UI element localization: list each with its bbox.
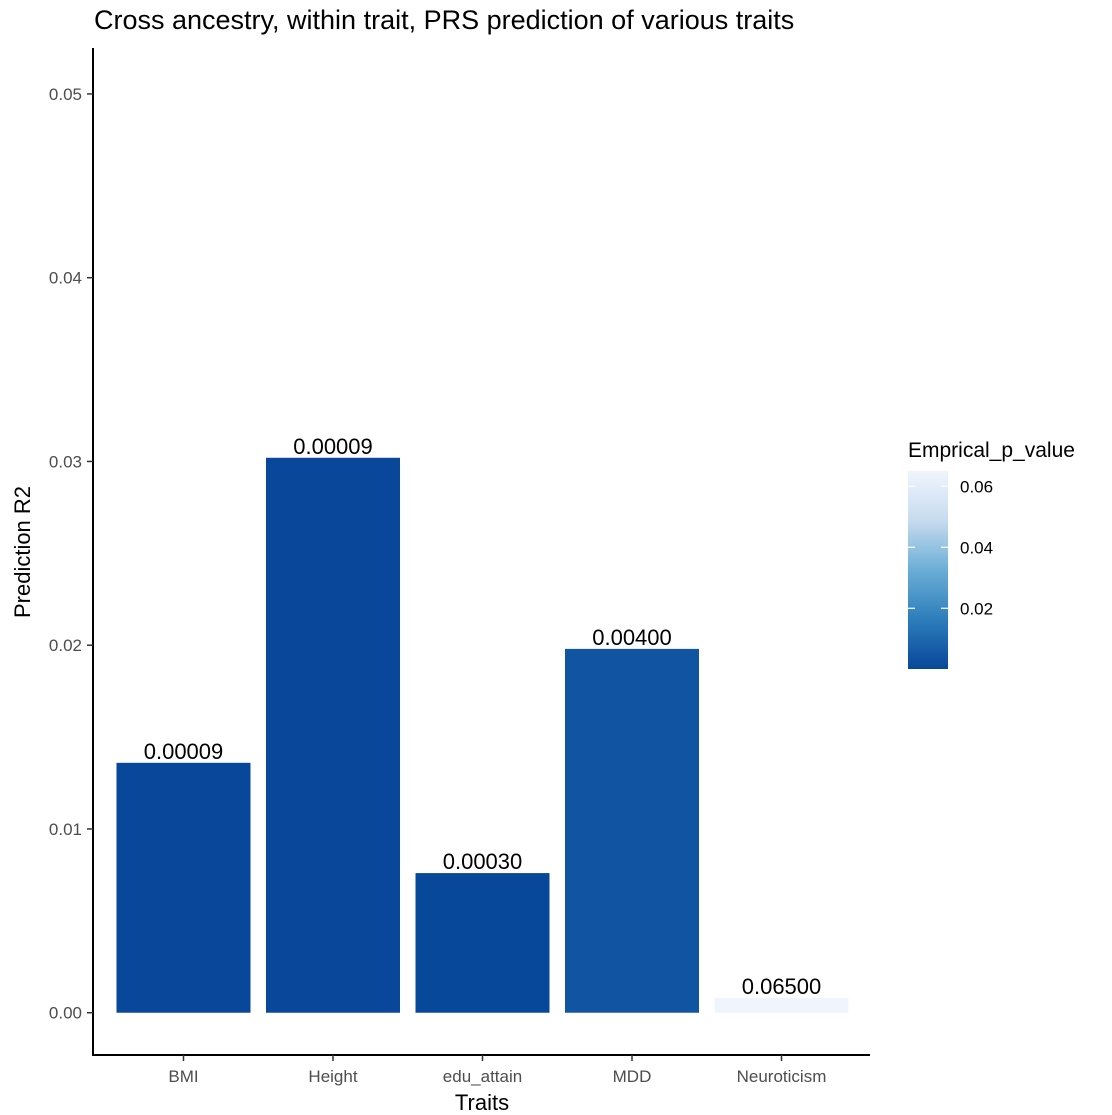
- x-tick-label: edu_attain: [443, 1067, 522, 1086]
- x-tick-label: MDD: [613, 1067, 652, 1086]
- y-tick-label: 0.02: [49, 636, 82, 655]
- legend-tick-label: 0.02: [960, 599, 993, 618]
- data-label: 0.06500: [742, 974, 822, 999]
- x-tick-label: Height: [308, 1067, 357, 1086]
- x-tick-label: Neuroticism: [737, 1067, 827, 1086]
- legend-title: Emprical_p_value: [908, 439, 1075, 462]
- data-label: 0.00400: [592, 625, 672, 650]
- x-axis-title: Traits: [455, 1090, 509, 1115]
- bar-height: [266, 457, 400, 1013]
- data-labels-group: 0.00009 0.00009 0.00030 0.00400 0.06500: [144, 434, 822, 999]
- legend-tick-label: 0.04: [960, 538, 993, 557]
- chart-title: Cross ancestry, within trait, PRS predic…: [94, 5, 794, 35]
- y-tick-label: 0.04: [49, 269, 82, 288]
- bar-bmi: [116, 762, 251, 1013]
- bar-edu_attain: [415, 873, 550, 1013]
- legend-tick-label: 0.06: [960, 477, 993, 496]
- y-tick-label: 0.05: [49, 85, 82, 104]
- legend-colorbar: [908, 471, 948, 669]
- color-legend: Emprical_p_value 0.02 0.04 0.06: [908, 439, 1075, 669]
- y-tick-label: 0.03: [49, 452, 82, 471]
- bar-mdd: [565, 648, 699, 1013]
- y-tick-label: 0.01: [49, 820, 82, 839]
- x-tick-label: BMI: [168, 1067, 198, 1086]
- y-axis-title: Prediction R2: [10, 486, 35, 618]
- y-tick-label: 0.00: [49, 1004, 82, 1023]
- data-label: 0.00009: [293, 434, 373, 459]
- legend-ticks-group: 0.02 0.04 0.06: [908, 477, 993, 618]
- y-ticks-group: 0.00 0.01 0.02 0.03 0.04 0.05: [49, 85, 93, 1023]
- x-ticks-group: BMI Height edu_attain MDD Neuroticism: [168, 1055, 826, 1086]
- data-label: 0.00030: [443, 849, 523, 874]
- data-label: 0.00009: [144, 739, 224, 764]
- bar-neuroticism: [714, 998, 849, 1013]
- bars-group: [116, 457, 849, 1013]
